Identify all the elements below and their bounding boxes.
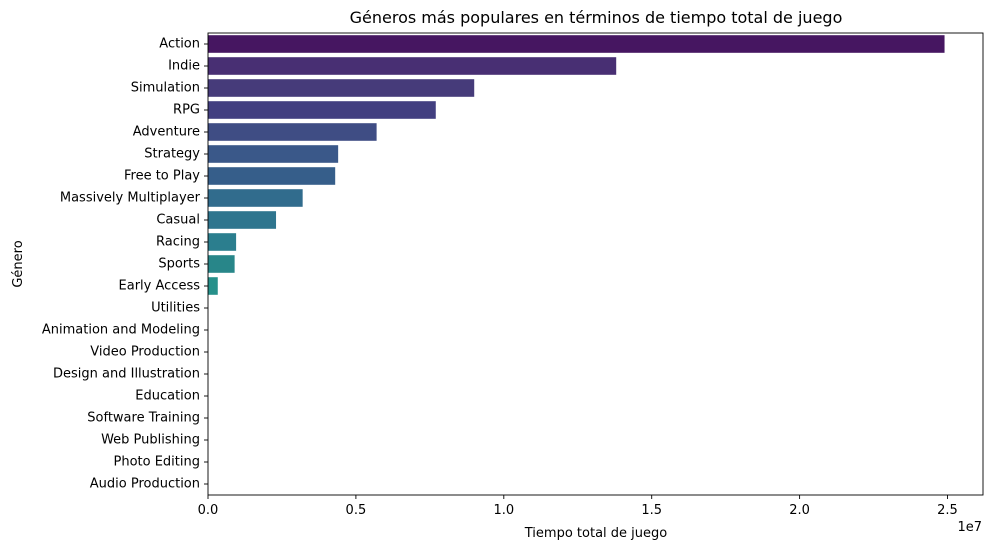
y-tick-label: Animation and Modeling (42, 323, 200, 338)
bar-early-access (208, 277, 218, 295)
y-tick-label: Software Training (87, 411, 200, 426)
x-axis-label: Tiempo total de juego (524, 526, 667, 541)
bar-indie (208, 57, 617, 75)
y-tick-label: Racing (156, 235, 200, 250)
bar-free-to-play (208, 167, 336, 185)
y-tick-label: Sports (158, 257, 200, 272)
y-tick-label: Casual (156, 213, 200, 228)
y-tick-label: Action (159, 37, 200, 52)
y-tick-label: Adventure (133, 125, 200, 140)
x-axis-ticks: 0.0 0.5 1.0 1.5 2.0 2.5 (198, 495, 958, 518)
bar-rpg (208, 101, 436, 119)
bar-adventure (208, 123, 377, 141)
y-tick-label: Early Access (119, 279, 201, 294)
y-tick-label: Strategy (144, 147, 200, 162)
x-tick-label: 0.5 (346, 503, 367, 518)
plot-frame (207, 32, 984, 496)
y-tick-label: Utilities (151, 301, 200, 316)
bar-racing (208, 233, 237, 251)
y-tick-label: Photo Editing (114, 455, 201, 470)
y-tick-label: Video Production (90, 345, 200, 360)
y-tick-label: Simulation (131, 81, 200, 96)
x-tick-label: 0.0 (198, 503, 219, 518)
x-tick-label: 2.5 (937, 503, 958, 518)
y-tick-label: Audio Production (90, 477, 200, 492)
bar-massively-multiplayer (208, 189, 303, 207)
bar-casual (208, 211, 277, 229)
bar-sports (208, 255, 235, 273)
y-tick-label: Indie (168, 59, 200, 74)
y-tick-label: RPG (173, 103, 200, 118)
x-tick-label: 1.0 (493, 503, 514, 518)
y-tick-label: Free to Play (124, 169, 200, 184)
y-tick-label: Education (135, 389, 200, 404)
y-tick-label: Design and Illustration (53, 367, 200, 382)
y-axis-ticks: Action Indie Simulation RPG Adventure Strateg… (42, 37, 208, 492)
x-axis-scale-label: 1e7 (957, 520, 982, 535)
bar-action (208, 35, 945, 53)
y-axis-label: Género (11, 240, 26, 287)
chart-title: Géneros más populares en términos de tie… (350, 8, 843, 27)
x-tick-label: 1.5 (641, 503, 662, 518)
y-tick-label: Web Publishing (101, 433, 200, 448)
x-tick-label: 2.0 (789, 503, 810, 518)
y-tick-label: Massively Multiplayer (60, 191, 201, 206)
bars-group (208, 35, 945, 295)
bar-simulation (208, 79, 475, 97)
bar-strategy (208, 145, 339, 163)
